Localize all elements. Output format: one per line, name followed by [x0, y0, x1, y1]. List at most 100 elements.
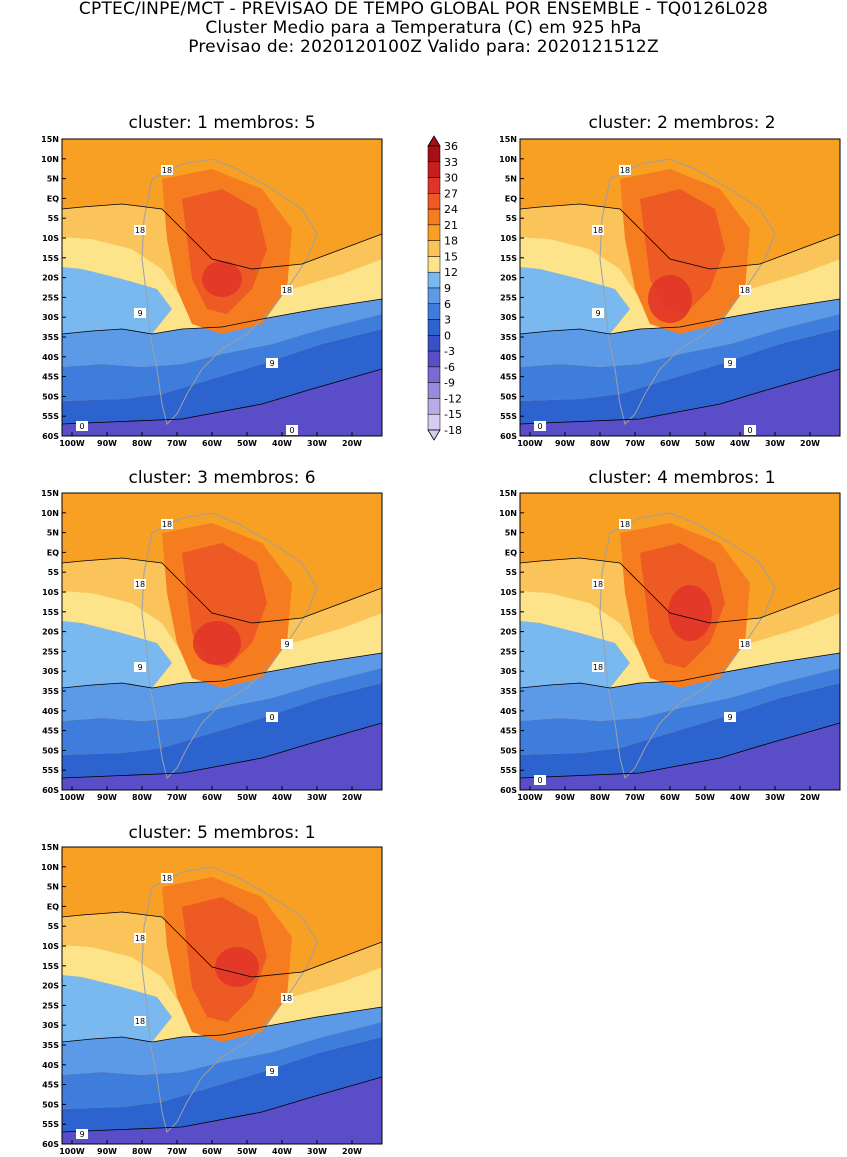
longitude-tick-label: 90W: [97, 1147, 117, 1156]
latitude-tick-label: 15S: [42, 608, 59, 617]
panel-title: cluster: 3 membros: 6: [128, 468, 316, 488]
colorbar-swatch: [427, 287, 441, 305]
contour-label: 18: [282, 286, 292, 295]
map-frame: [61, 492, 383, 791]
longitude-tick-label: 60W: [660, 439, 680, 448]
contour-label: 9: [284, 640, 289, 649]
latitude-tick-label: 50S: [42, 1100, 59, 1109]
contour-label-bg: [619, 519, 631, 529]
contour-label-bg: [592, 662, 604, 672]
contour-label-bg: [76, 421, 88, 431]
contour-label-bg: [281, 639, 293, 649]
coastline: [141, 158, 318, 425]
contour-label: 9: [137, 663, 142, 672]
latitude-tick-label: 35S: [42, 333, 59, 342]
contour-label: 0: [747, 426, 752, 435]
hot-core: [193, 621, 241, 665]
longitude-tick-label: 40W: [272, 1147, 292, 1156]
latitude-tick-label: 55S: [42, 1120, 59, 1129]
latitude-tick-label: EQ: [47, 548, 59, 557]
header-line-1: CPTEC/INPE/MCT - PREVISAO DE TEMPO GLOBA…: [78, 0, 769, 19]
colorbar-swatch: [427, 366, 441, 383]
latitude-tick-label: 15S: [42, 962, 59, 971]
contour-label: 18: [740, 286, 750, 295]
contour-label-bg: [281, 993, 293, 1003]
isotherm-line: [61, 722, 383, 779]
contour-label-bg: [266, 712, 278, 722]
colorbar-swatch: [427, 208, 441, 226]
isotherm-line: [61, 298, 383, 335]
latitude-tick-label: 15S: [42, 254, 59, 263]
contour-label: 18: [593, 663, 603, 672]
latitude-tick-label: 40S: [42, 1061, 59, 1070]
latitude-tick-label: 45S: [500, 727, 517, 736]
contour-label-bg: [266, 1066, 278, 1076]
colorbar-level-label: 9: [444, 282, 451, 295]
latitude-tick-label: 20S: [42, 982, 59, 991]
contour-label-bg: [76, 1129, 88, 1139]
latitude-tick-label: 50S: [42, 392, 59, 401]
contour-label: 9: [595, 309, 600, 318]
colorbar-level-label: 21: [444, 219, 458, 232]
latitude-tick-label: 60S: [500, 432, 517, 441]
contour-label-bg: [744, 425, 756, 435]
contour-label-bg: [286, 425, 298, 435]
isotherm-line: [61, 557, 383, 624]
latitude-tick-label: EQ: [505, 194, 517, 203]
longitude-tick-label: 30W: [307, 1147, 327, 1156]
contour-label-bg: [161, 873, 173, 883]
longitude-tick-label: 50W: [237, 439, 257, 448]
latitude-tick-label: 40S: [500, 353, 517, 362]
colorbar-level-label: -6: [444, 361, 455, 374]
temperature-band: [62, 369, 382, 436]
contour-label-bg: [134, 579, 146, 589]
longitude-tick-label: 70W: [625, 439, 645, 448]
latitude-tick-label: 40S: [42, 707, 59, 716]
isotherm-line: [61, 1006, 383, 1043]
contour-label-bg: [724, 358, 736, 368]
colorbar-level-label: 33: [444, 156, 458, 169]
colorbar-swatch: [427, 398, 441, 415]
colorbar-level-label: 36: [444, 140, 458, 153]
contour-label-bg: [266, 358, 278, 368]
latitude-tick-label: 10S: [42, 234, 59, 243]
latitude-tick-label: 35S: [500, 687, 517, 696]
temperature-map: 18 18 18 9 9 0 0 15N 10N 5N EQ 5S 10S 15S 20S 25S 30S 35S…: [499, 135, 841, 448]
latitude-tick-label: 10S: [42, 588, 59, 597]
contour-label-bg: [534, 421, 546, 431]
contour-label-bg: [134, 225, 146, 235]
contour-label: 18: [162, 166, 172, 175]
isotherm-line: [61, 652, 383, 689]
latitude-tick-label: 50S: [500, 746, 517, 755]
colorbar-swatch: [427, 413, 441, 431]
panel-title: cluster: 5 membros: 1: [128, 823, 316, 843]
latitude-tick-label: 50S: [42, 746, 59, 755]
latitude-tick-label: 20S: [500, 274, 517, 283]
latitude-tick-label: 55S: [42, 412, 59, 421]
latitude-tick-label: 60S: [500, 786, 517, 795]
latitude-tick-label: 45S: [42, 1081, 59, 1090]
contour-label: 18: [135, 580, 145, 589]
contour-label-bg: [134, 1016, 146, 1026]
latitude-tick-label: 35S: [42, 1041, 59, 1050]
contour-label: 9: [727, 359, 732, 368]
colorbar-level-label: -12: [444, 392, 462, 405]
longitude-tick-label: 100W: [517, 793, 543, 802]
colorbar-level-label: 12: [444, 266, 458, 279]
colorbar-swatch: [427, 161, 441, 178]
contour-label: 18: [135, 934, 145, 943]
isotherm-line: [61, 203, 383, 270]
contour-label: 9: [137, 309, 142, 318]
contour-label-bg: [739, 285, 751, 295]
longitude-tick-label: 80W: [590, 439, 610, 448]
longitude-tick-label: 90W: [555, 439, 575, 448]
longitude-tick-label: 60W: [202, 439, 222, 448]
latitude-tick-label: 35S: [42, 687, 59, 696]
panel-title: cluster: 4 membros: 1: [588, 468, 776, 488]
contour-label-bg: [739, 639, 751, 649]
longitude-tick-label: 20W: [800, 439, 820, 448]
longitude-tick-label: 20W: [342, 1147, 362, 1156]
colorbar-top-arrow: [427, 135, 441, 147]
longitude-tick-label: 60W: [660, 793, 680, 802]
temperature-band: [520, 329, 840, 424]
